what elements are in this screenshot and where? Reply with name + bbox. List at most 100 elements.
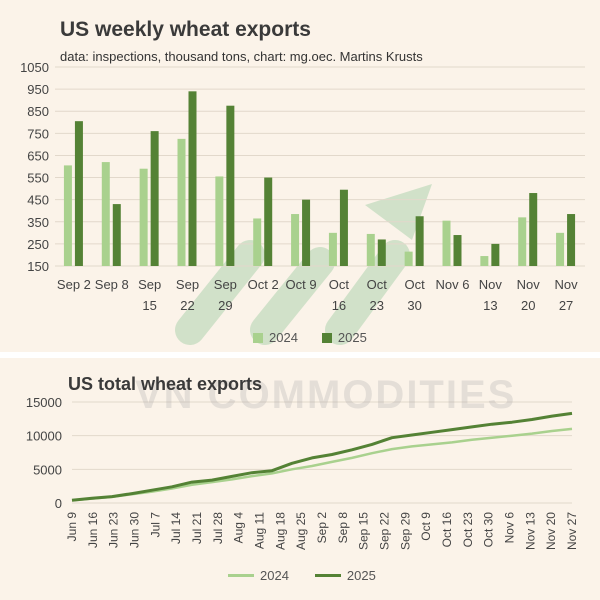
x-tick-label: Sep 29 [398,512,412,550]
x-tick-label: Sep [176,277,199,292]
x-tick-label: 13 [483,298,497,313]
bar-2025 [529,193,538,266]
bar-2025 [188,91,197,266]
x-tick-label: Oct 30 [482,512,496,548]
panel-separator [0,352,600,358]
bar-2024 [518,217,527,266]
weekly-legend: 2024 2025 [253,330,367,345]
x-tick-label: 23 [370,298,384,313]
x-tick-label: Nov 6 [503,512,517,544]
x-tick-label: Nov [517,277,541,292]
bar-2025 [150,131,159,266]
y-tick-label: 15000 [26,395,62,410]
x-tick-label: Oct [329,277,350,292]
legend-label-2025: 2025 [337,330,367,345]
x-tick-label: Aug 18 [273,512,287,550]
weekly-chart-subtitle: data: inspections, thousand tons, chart:… [60,49,423,64]
bar-2024 [366,233,375,266]
watermark-arrow-head [365,184,432,240]
x-tick-label: 15 [142,298,156,313]
bar-2025 [74,121,83,266]
bar-2025 [226,105,235,266]
y-tick-label: 850 [27,104,49,119]
x-tick-label: 16 [332,298,346,313]
bar-2024 [442,220,451,266]
x-tick-label: Sep 2 [57,277,91,292]
series-line-2025 [71,411,573,502]
legend-label-2024-total: 2024 [260,568,289,583]
bar-2024 [404,251,413,266]
bar-2024 [253,218,262,266]
x-tick-label: Jul 28 [211,512,225,544]
watermark-stroke [175,240,265,345]
bar-2025 [339,189,348,266]
x-tick-label: Sep 15 [357,512,371,550]
x-tick-label: Aug 4 [232,512,246,544]
y-tick-label: 0 [55,496,62,511]
legend-swatch-2024 [253,332,263,343]
x-tick-label: Nov 6 [436,277,470,292]
x-tick-label: Nov [555,277,579,292]
y-tick-label: 10000 [26,429,62,444]
bar-2024 [556,232,565,266]
bar-2025 [453,235,462,266]
legend-label-2025-total: 2025 [346,568,376,583]
bar-2024 [63,165,72,266]
legend-line-2024 [228,574,254,577]
x-tick-label: Sep 2 [315,512,329,544]
y-tick-label: 250 [27,237,49,252]
y-tick-label: 650 [27,148,49,163]
x-tick-label: Oct 16 [440,512,454,548]
x-tick-label: 30 [407,298,421,313]
bar-2024 [139,168,148,266]
x-tick-label: 29 [218,298,232,313]
legend-swatch-2025 [321,332,332,343]
x-tick-label: Jul 14 [169,512,183,544]
bar-2024 [215,176,224,266]
x-tick-label: Oct [367,277,388,292]
x-tick-label: Jun 23 [107,512,121,548]
bar-2025 [567,214,576,266]
x-tick-label: Nov 20 [544,512,558,550]
x-tick-label: Nov 27 [565,512,579,550]
y-tick-label: 350 [27,215,49,230]
x-tick-label: Oct 23 [461,512,475,548]
x-tick-label: 27 [559,298,573,313]
y-tick-label: 5000 [33,462,62,477]
y-tick-label: 550 [27,171,49,186]
x-tick-label: Jun 16 [86,512,100,548]
x-tick-label: Nov [479,277,503,292]
bar-2024 [101,162,110,266]
x-tick-label: Sep [214,277,237,292]
bar-2025 [377,239,386,266]
bar-2025 [491,243,500,266]
bar-2025 [112,204,121,266]
y-tick-label: 1050 [20,60,49,75]
watermark: VN COMMODITIES [135,373,517,417]
x-tick-label: Sep [138,277,161,292]
x-tick-label: Aug 25 [294,512,308,550]
legend-line-2025 [314,574,341,577]
y-tick-label: 150 [27,259,49,274]
total-legend: 2024 2025 [228,568,376,583]
x-tick-label: Sep 8 [336,512,350,544]
bar-2024 [328,232,337,266]
x-tick-label: Sep 8 [95,277,129,292]
watermark-stroke [250,247,335,345]
watermark-logo [175,184,432,345]
x-tick-label: Jun 9 [65,512,79,542]
bar-2024 [177,138,186,266]
weekly-exports-panel [0,0,600,352]
total-exports-panel [0,358,600,600]
bar-2024 [480,256,489,266]
legend-label-2024: 2024 [269,330,298,345]
x-tick-label: 20 [521,298,535,313]
x-tick-label: Jul 21 [190,512,204,544]
total-chart-title: US total wheat exports [68,374,263,394]
x-tick-label: Jul 7 [148,512,162,538]
x-tick-label: Sep 22 [378,512,392,550]
x-tick-label: Nov 13 [523,512,537,550]
bar-2025 [415,216,424,266]
y-tick-label: 450 [27,193,49,208]
y-tick-label: 950 [27,82,49,97]
